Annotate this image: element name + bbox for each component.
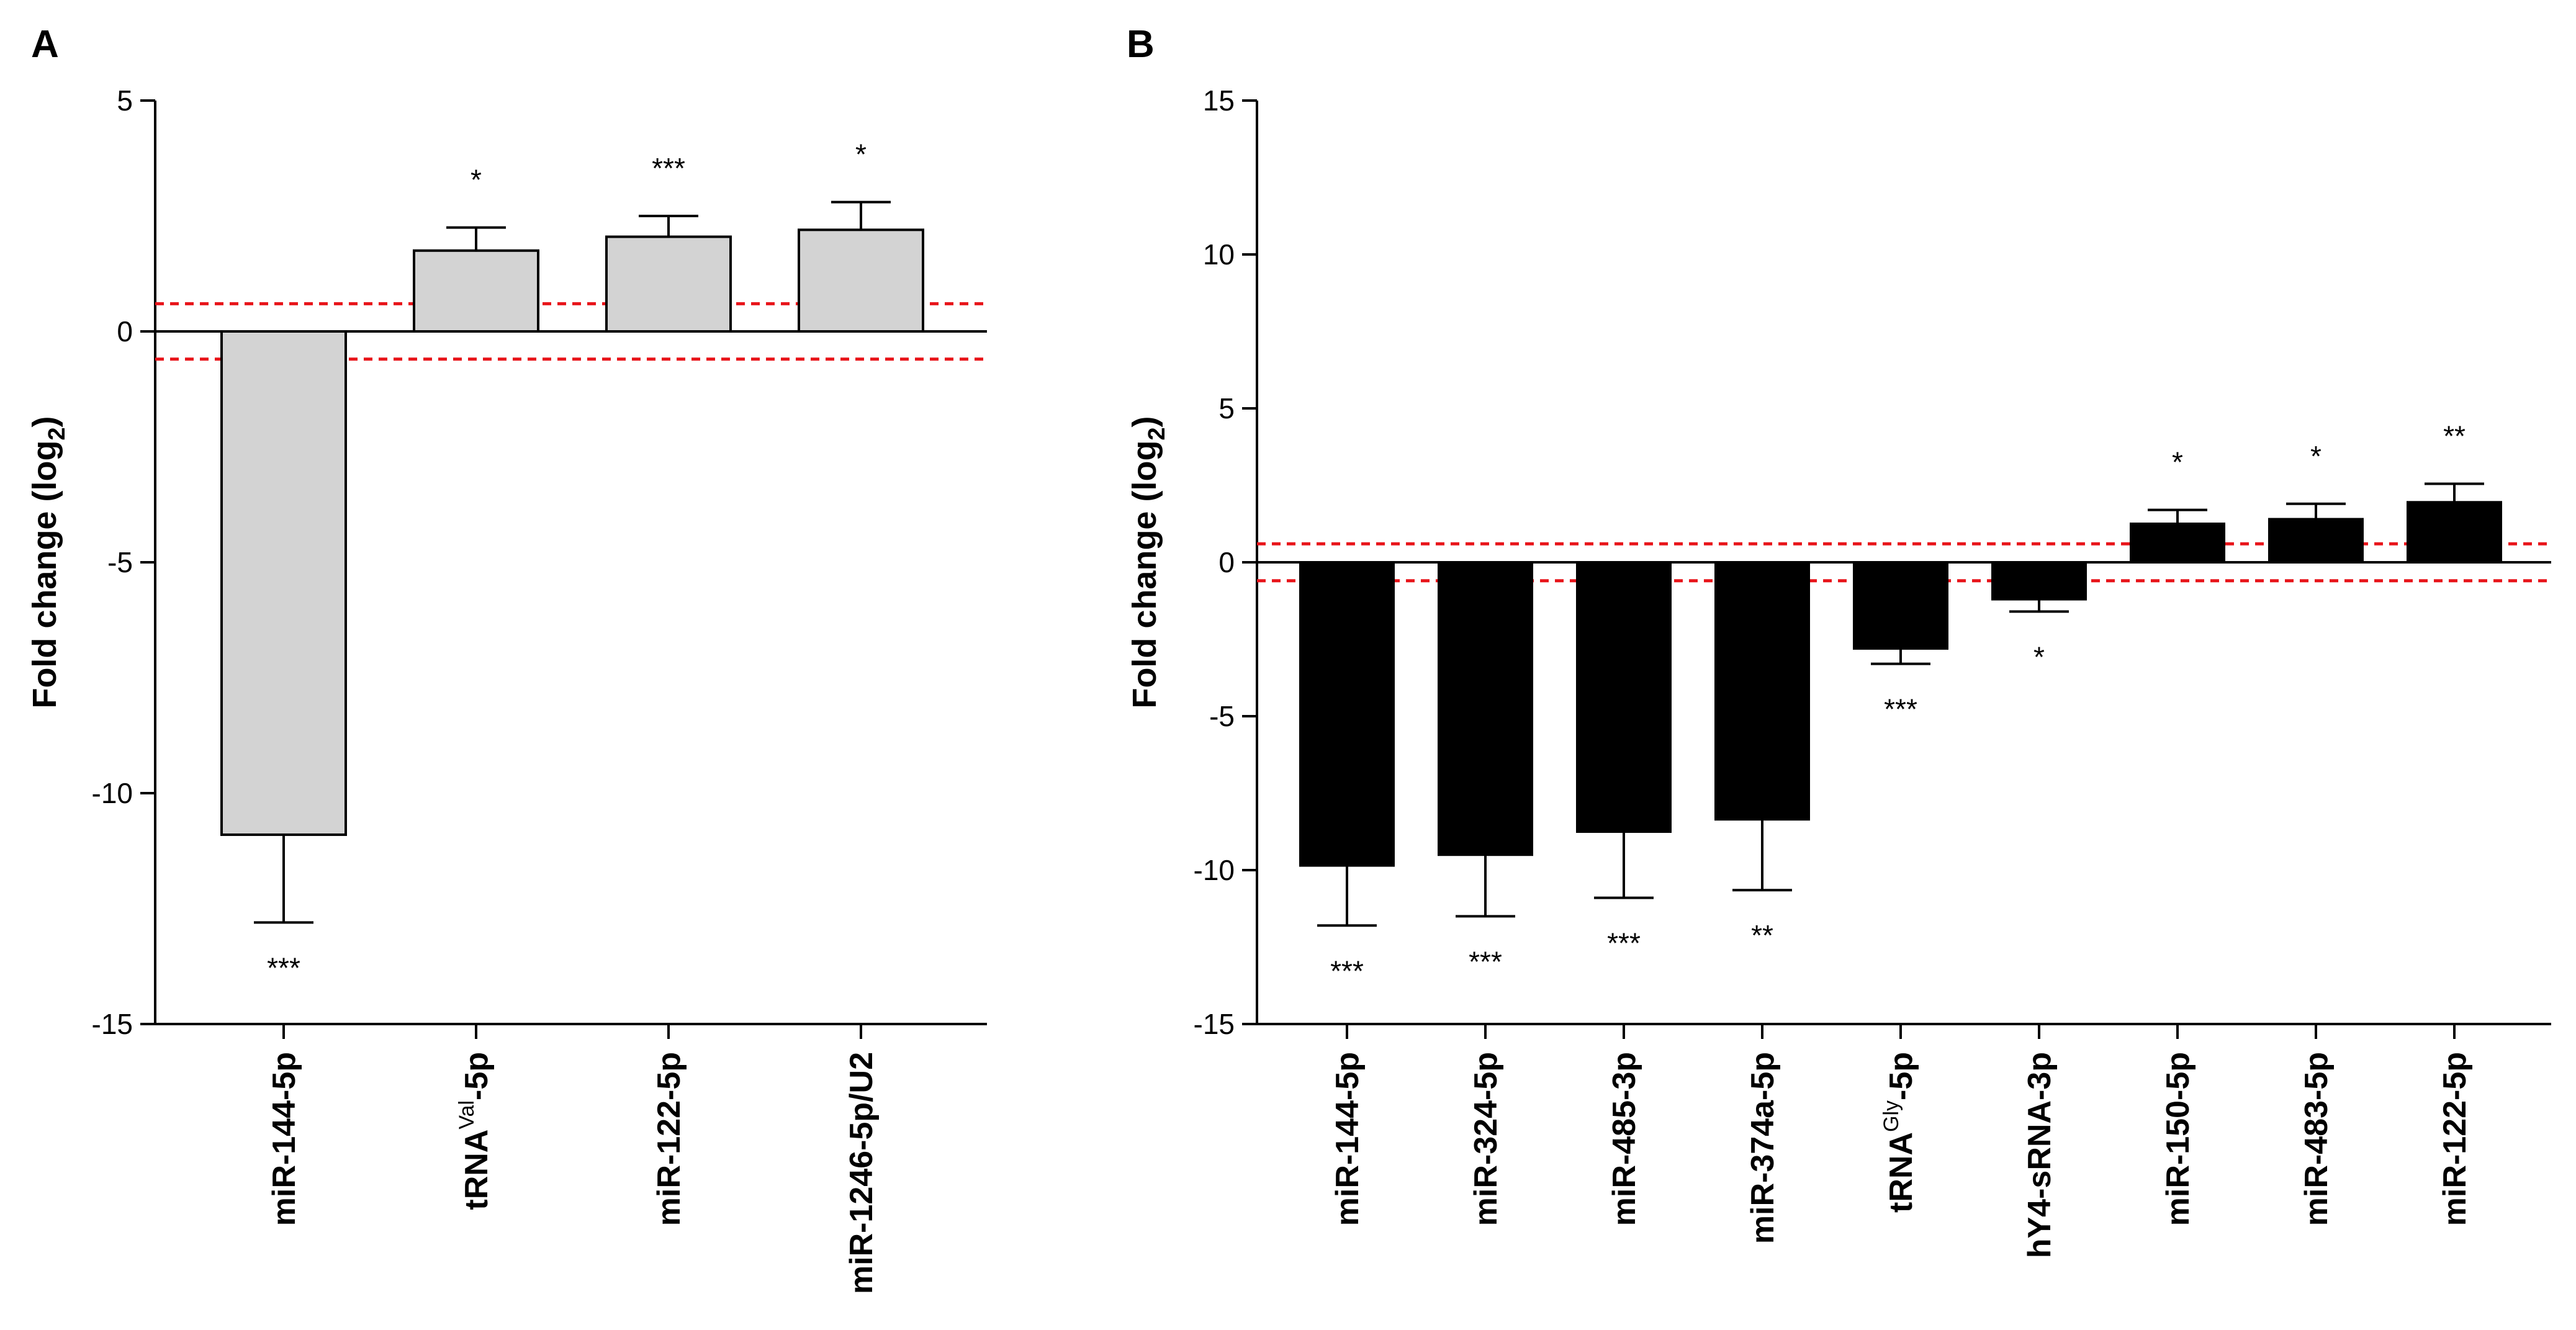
panel-letter: B [1127,23,1155,66]
bar [605,235,732,333]
y-axis-label: Fold change (log2) [26,416,70,708]
bar [1714,561,1810,821]
y-tick-label: -15 [1194,1008,1235,1040]
category-label-superscript: Val [455,1100,479,1130]
bar [1299,561,1395,867]
y-axis-label-text: Fold change (log [1126,441,1163,709]
category-label: tRNAGly-5p [1880,1052,1919,1213]
category-label: hY4-sRNA-3p [2022,1052,2058,1258]
bar [1853,561,1948,650]
y-tick-label: -5 [1209,700,1235,732]
significance-label: *** [1330,955,1364,987]
y-axis-label-close: ) [1126,416,1163,427]
category-label: miR-122-5p [651,1052,687,1226]
category-label-base: miR-144-5p [266,1052,302,1226]
bar [2268,518,2364,564]
category-label: miR-485-3p [1606,1052,1642,1226]
y-tick-label: 5 [117,84,133,117]
category-label: miR-150-5p [2160,1052,2196,1226]
category-label: miR-374a-5p [1745,1052,1781,1244]
significance-label: *** [652,152,685,184]
significance-label: *** [1884,693,1917,726]
bar [413,249,539,333]
y-tick-label: 15 [1203,84,1235,117]
category-label-base: miR-374a-5p [1745,1052,1781,1244]
y-tick-label: -15 [92,1008,133,1040]
category-label: miR-483-5p [2299,1052,2335,1226]
significance-label: * [471,164,482,196]
y-tick-label: 5 [1218,392,1235,425]
category-label-base: tRNA [459,1130,495,1210]
y-tick-label: -10 [92,777,133,809]
y-axis-label: Fold change (log2) [1126,416,1170,708]
category-label-base: miR-485-3p [1606,1052,1642,1226]
category-label-superscript: Gly [1880,1100,1903,1132]
y-tick-label: 0 [117,315,133,348]
category-label: miR-144-5p [1330,1052,1366,1226]
y-tick-label: 0 [1218,546,1235,578]
category-label-base: miR-144-5p [1330,1052,1366,1226]
y-tick-label: -10 [1194,854,1235,886]
significance-label: * [2310,440,2322,472]
significance-label: *** [267,951,300,984]
category-label-base: hY4-sRNA-3p [2022,1052,2058,1258]
bar [1991,561,2087,601]
category-label: miR-122-5p [2437,1052,2473,1226]
category-label-tail: -5p [459,1052,495,1100]
bar [798,228,924,333]
category-label-base: miR-122-5p [2437,1052,2473,1226]
significance-label: ** [2443,420,2466,452]
bar [1438,561,1533,856]
significance-label: * [2033,640,2045,673]
y-axis-label-close: ) [26,416,63,427]
category-label: miR-324-5p [1468,1052,1504,1226]
y-tick-label: 10 [1203,238,1235,271]
category-label-base: miR-1246-5p/U2 [844,1052,880,1294]
category-label-base: miR-150-5p [2160,1052,2196,1226]
y-axis-label-subscript: 2 [1144,427,1170,440]
category-label: miR-1246-5p/U2 [844,1052,880,1294]
y-axis-label-text: Fold change (log [26,441,63,709]
bar [2130,523,2225,564]
bar [220,330,347,836]
panel-letter: A [31,23,59,66]
category-label: tRNAVal-5p [455,1052,495,1210]
category-label-base: miR-324-5p [1468,1052,1504,1226]
category-label-tail: -5p [1883,1052,1919,1100]
significance-label: *** [1607,927,1641,959]
bar [1576,561,1672,833]
panel-a-chart: A Fold change (log2) 5 0 -5 -10 -15 *** miR-144-… [26,23,987,1294]
category-label-base: miR-483-5p [2299,1052,2335,1226]
significance-label: *** [1469,945,1502,977]
significance-label: ** [1751,919,1773,951]
y-tick-label: -5 [107,546,133,578]
category-label-base: tRNA [1883,1132,1919,1213]
significance-label: * [2172,446,2183,479]
significance-label: * [855,138,867,171]
category-label: miR-144-5p [266,1052,302,1226]
bar [2407,501,2502,564]
y-axis-label-subscript: 2 [44,427,70,440]
category-label-base: miR-122-5p [651,1052,687,1226]
